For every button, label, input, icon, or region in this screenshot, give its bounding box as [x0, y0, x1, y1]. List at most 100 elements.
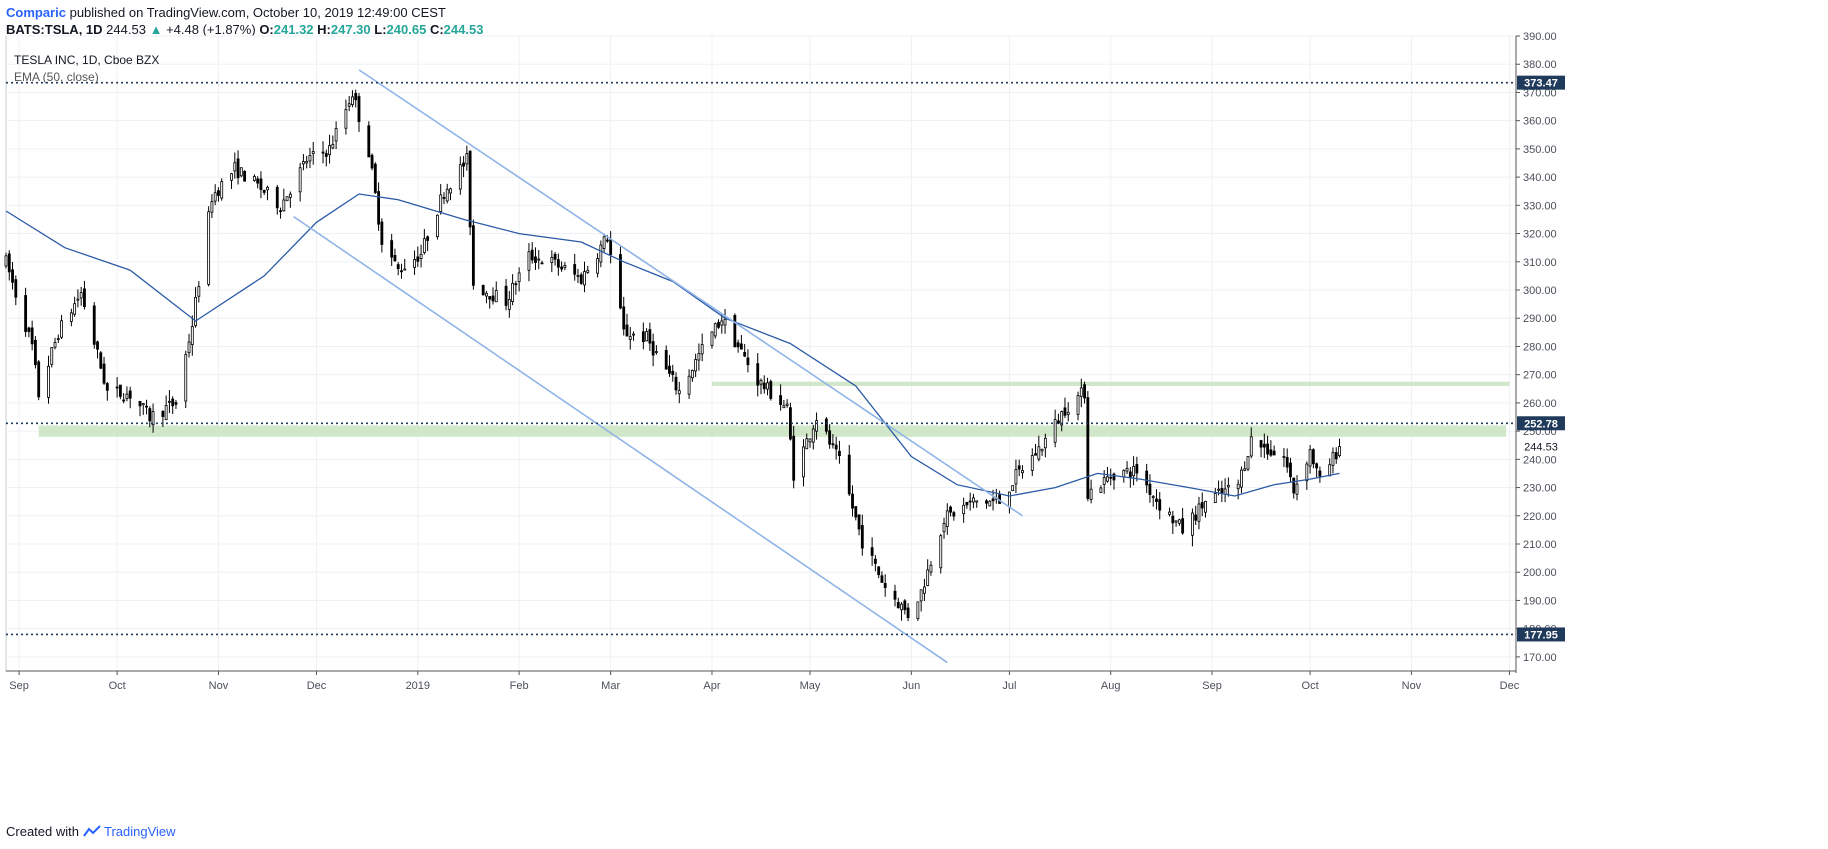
- candle-body: [877, 566, 881, 576]
- candle-body: [1102, 477, 1106, 485]
- candle-body: [1132, 466, 1136, 477]
- candle-body: [975, 500, 979, 503]
- candle-body: [99, 352, 103, 369]
- candle-body: [514, 283, 518, 286]
- candle-body: [334, 128, 338, 142]
- candle-body: [985, 500, 988, 504]
- candle-body: [1037, 446, 1041, 460]
- author-link[interactable]: Comparic: [6, 5, 66, 20]
- candle-body: [939, 535, 943, 569]
- candle-body: [416, 256, 420, 262]
- candle-body: [60, 320, 63, 338]
- candle-body: [1112, 473, 1116, 481]
- x-tick-label: Apr: [703, 680, 720, 692]
- candle-body: [609, 239, 613, 255]
- candle-body: [1040, 448, 1044, 452]
- candle-body: [628, 336, 632, 340]
- candle-body: [596, 258, 599, 274]
- x-tick-label: May: [800, 680, 821, 692]
- candle-body: [184, 354, 188, 402]
- y-tick-label: 260.00: [1523, 398, 1557, 410]
- candle-body: [1148, 483, 1152, 495]
- y-tick-label: 170.00: [1523, 652, 1557, 664]
- candle-body: [27, 327, 31, 332]
- candle-body: [370, 154, 374, 169]
- candle-body: [553, 253, 557, 260]
- y-tick-label: 300.00: [1523, 285, 1557, 297]
- tradingview-logo-icon[interactable]: [82, 825, 101, 837]
- candle-body: [674, 376, 678, 391]
- candle-body: [344, 108, 348, 129]
- candle-body: [622, 306, 626, 330]
- candle-body: [723, 318, 727, 326]
- candle-body: [1328, 464, 1332, 477]
- candle-body: [805, 438, 809, 450]
- candle-body: [1155, 498, 1158, 502]
- candle-body: [217, 190, 220, 196]
- y-tick-label: 270.00: [1523, 370, 1557, 382]
- candle-body: [1266, 443, 1270, 455]
- candle-body: [1030, 455, 1034, 471]
- candle-body: [1083, 384, 1086, 399]
- candle-body: [700, 344, 704, 355]
- candle-body: [1021, 470, 1024, 474]
- candle-body: [471, 225, 475, 286]
- candle-body: [288, 193, 292, 198]
- candles: [4, 89, 1341, 622]
- candle-body: [802, 446, 805, 478]
- candle-body: [422, 238, 426, 253]
- candle-body: [1191, 512, 1194, 536]
- candle-body: [1168, 511, 1171, 515]
- created-with-text: Created with: [6, 824, 79, 839]
- x-tick-label: Sep: [1202, 680, 1222, 692]
- candle-body: [373, 163, 377, 194]
- candle-body: [507, 299, 511, 310]
- candle-body: [851, 493, 854, 509]
- candle-body: [838, 450, 841, 457]
- candle-body: [73, 303, 77, 315]
- publish-info: Comparic published on TradingView.com, O…: [6, 4, 446, 22]
- candle-body: [1171, 515, 1175, 524]
- candle-body: [1331, 452, 1335, 466]
- candle-body: [671, 370, 675, 376]
- candle-body: [1089, 488, 1093, 500]
- candle-body: [736, 342, 740, 348]
- candle-body: [883, 582, 887, 588]
- y-tick-label: 240.00: [1523, 454, 1557, 466]
- candle-body: [972, 497, 975, 503]
- y-tick-label: 210.00: [1523, 539, 1557, 551]
- candle-body: [926, 569, 930, 586]
- y-tick-label: 230.00: [1523, 483, 1557, 495]
- level-price-label: 373.47: [1524, 78, 1558, 90]
- candle-body: [220, 181, 224, 199]
- candle-body: [710, 331, 714, 346]
- candle-body: [583, 271, 586, 286]
- chart-legend: TESLA INC, 1D, Cboe BZX EMA (50, close): [14, 52, 159, 86]
- candle-body: [419, 253, 423, 259]
- candle-body: [949, 506, 952, 513]
- candle-body: [128, 390, 132, 399]
- candle-body: [305, 161, 309, 164]
- candle-body: [530, 249, 534, 261]
- tradingview-brand[interactable]: TradingView: [104, 824, 176, 839]
- candle-body: [847, 454, 851, 495]
- candle-body: [1079, 387, 1083, 397]
- support-resistance-zone: [38, 425, 1507, 437]
- candle-body: [504, 285, 508, 306]
- candle-body: [756, 363, 760, 386]
- high-value: 247.30: [330, 22, 371, 37]
- candle-body: [1272, 450, 1276, 456]
- candle-body: [527, 251, 531, 271]
- y-tick-label: 280.00: [1523, 341, 1557, 353]
- candle-body: [919, 589, 923, 602]
- candle-body: [619, 254, 622, 309]
- candle-body: [321, 151, 325, 154]
- candle-body: [331, 144, 335, 149]
- y-tick-label: 190.00: [1523, 595, 1557, 607]
- candle-body: [145, 405, 148, 408]
- candle-body: [792, 435, 796, 481]
- candle-body: [266, 186, 269, 191]
- candle-body: [1259, 440, 1263, 448]
- candle-body: [1122, 470, 1126, 478]
